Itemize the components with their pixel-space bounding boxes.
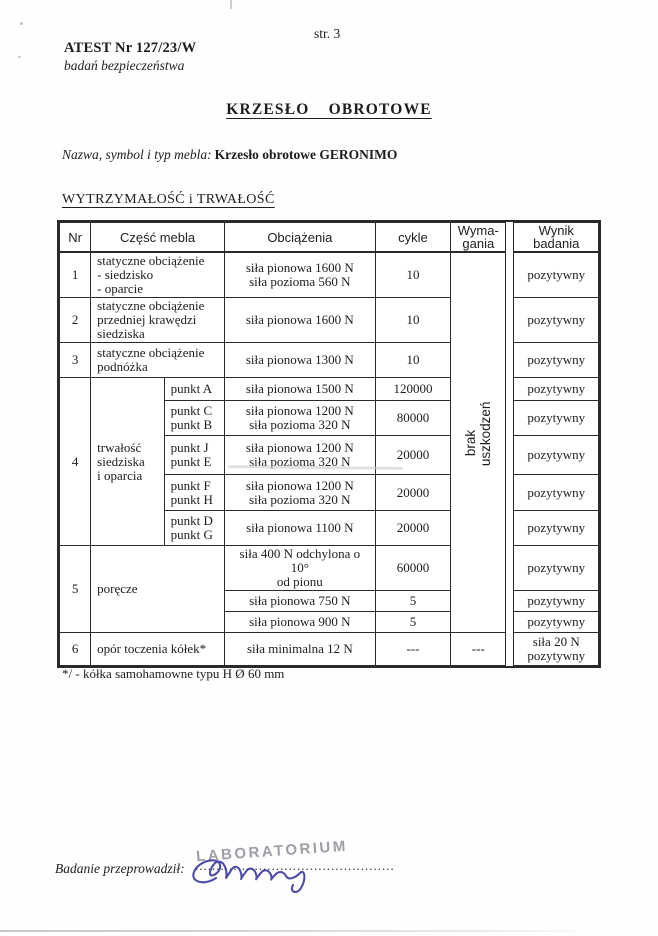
cell-nr: 3 xyxy=(58,342,92,378)
column-gap xyxy=(505,222,514,666)
cell-wynik: pozytywny xyxy=(513,545,599,591)
signature-scribble xyxy=(192,859,306,894)
header-czesc-mebla: Część mebla xyxy=(90,222,225,253)
table-row: punkt D punkt G siła pionowa 1100 N 2000… xyxy=(60,510,599,546)
furniture-name-label: Nazwa, symbol i typ mebla: xyxy=(62,147,212,162)
cell-cykle: 20000 xyxy=(374,474,452,511)
cell-cykle: 60000 xyxy=(374,545,452,591)
cell-obciazenia: siła pionowa 1200 N siła pozioma 320 N xyxy=(223,400,376,436)
table-row: 2 statyczne obciążenie przedniej krawędz… xyxy=(58,297,599,343)
cell-nr: 4 xyxy=(58,377,92,546)
scan-artifact-dot xyxy=(20,22,23,25)
wymagania-rotated-text: brak uszkodzeń xyxy=(463,401,494,466)
table-header-row: Nr Część mebla Obciążenia cykle Wyma- ga… xyxy=(58,222,599,666)
section-title: WYTRZYMAŁOŚĆ i TRWAŁOŚĆ xyxy=(62,192,275,207)
document-title: KRZESŁO OBROTOWE xyxy=(226,101,432,118)
cell-wymagania: --- xyxy=(450,632,507,666)
cell-cykle: 5 xyxy=(374,590,452,612)
cell-wynik: pozytywny xyxy=(513,611,599,633)
cell-obciazenia: siła pionowa 1100 N xyxy=(223,510,376,546)
cell-punkt: punkt C punkt B xyxy=(163,400,225,436)
cell-cykle: 5 xyxy=(374,611,452,633)
cell-cykle: 120000 xyxy=(374,377,452,401)
conducted-by-label: Badanie przeprowadził: xyxy=(55,861,185,876)
cell-cykle: --- xyxy=(374,632,452,666)
cell-wynik: pozytywny xyxy=(513,435,599,475)
table-row: 5 poręcze siła 400 N odchylona o 10° od … xyxy=(58,545,599,633)
header-cykle: cykle xyxy=(374,222,452,253)
scan-artifact-top-tick xyxy=(230,0,232,9)
cell-cykle: 10 xyxy=(374,342,452,378)
cell-wynik: pozytywny xyxy=(513,377,599,401)
header-nr: Nr xyxy=(58,222,92,253)
table-row: siła pionowa 900 N 5 pozytywny xyxy=(60,611,599,633)
cell-cykle: 20000 xyxy=(374,510,452,546)
cell-wynik: pozytywny xyxy=(513,400,599,436)
cell-obciazenia: siła pionowa 1500 N xyxy=(223,377,376,401)
cell-nr: 6 xyxy=(58,632,92,666)
furniture-name-line: Nazwa, symbol i typ mebla: Krzesło obroto… xyxy=(62,147,397,163)
cell-punkt: punkt A xyxy=(163,377,225,401)
signature-dotted-line: ........................................… xyxy=(195,858,395,873)
atest-number: ATEST Nr 127/23/W xyxy=(64,40,197,56)
results-table: Nr Część mebla Obciążenia cykle Wyma- ga… xyxy=(57,220,601,668)
cell-cykle: 80000 xyxy=(374,400,452,436)
cell-obciazenia: siła pionowa 1600 N siła pozioma 560 N xyxy=(223,251,376,298)
cell-wymagania-merged: brak uszkodzeń xyxy=(450,251,507,633)
cell-obciazenia: siła pionowa 1200 N siła pozioma 320 N xyxy=(223,474,376,511)
cell-punkt: punkt F punkt H xyxy=(163,474,225,511)
cell-wynik: pozytywny xyxy=(513,251,599,298)
cell-obciazenia: siła pionowa 900 N xyxy=(223,611,376,633)
cell-czesc: statyczne obciążenie podnóżka xyxy=(90,342,225,378)
footnote: */ - kółka samohamowne typu H Ø 60 mm xyxy=(62,666,285,681)
cell-wynik: pozytywny xyxy=(513,590,599,612)
cell-wynik: pozytywny xyxy=(513,342,599,378)
table-row: 6 opór toczenia kółek* siła minimalna 12… xyxy=(58,632,599,666)
cell-nr: 1 xyxy=(58,251,92,298)
cell-czesc: poręcze xyxy=(90,545,225,633)
cell-punkt: punkt D punkt G xyxy=(163,510,225,546)
cell-czesc: statyczne obciążenie - siedzisko - oparc… xyxy=(90,251,225,298)
header-wynik-badania: Wynik badania xyxy=(513,222,599,253)
cell-obciazenia: siła pionowa 1600 N xyxy=(223,297,376,343)
cell-czesc: opór toczenia kółek* xyxy=(90,632,225,666)
header-obciazenia: Obciążenia xyxy=(223,222,376,253)
cell-czesc: statyczne obciążenie przedniej krawędzi … xyxy=(90,297,225,343)
cell-obciazenia: siła minimalna 12 N xyxy=(223,632,376,666)
cell-wynik: pozytywny xyxy=(513,510,599,546)
table-row: 4 trwałość siedziska i oparcia punkt A s… xyxy=(58,377,599,546)
cell-nr: 5 xyxy=(58,545,92,633)
cell-wynik: pozytywny xyxy=(513,297,599,343)
cell-obciazenia: siła 400 N odchylona o 10° od pionu xyxy=(223,545,376,591)
table-row: 1 statyczne obciążenie - siedzisko - opa… xyxy=(58,251,599,633)
furniture-name-value: Krzesło obrotowe GERONIMO xyxy=(214,147,398,162)
table-row: punkt C punkt B siła pionowa 1200 N siła… xyxy=(60,400,599,436)
cell-nr: 2 xyxy=(58,297,92,343)
cell-punkt: punkt J punkt E xyxy=(163,435,225,475)
atest-subtitle: badań bezpieczeństwa xyxy=(64,58,185,73)
scan-artifact-dot xyxy=(18,56,21,58)
cell-wynik: pozytywny xyxy=(513,474,599,511)
cell-obciazenia: siła pionowa 1300 N xyxy=(223,342,376,378)
cell-obciazenia: siła pionowa 750 N xyxy=(223,590,376,612)
cell-cykle: 10 xyxy=(374,251,452,298)
page-number: str. 3 xyxy=(314,26,341,41)
cell-czesc: trwałość siedziska i oparcia xyxy=(90,377,165,546)
table-row: 3 statyczne obciążenie podnóżka siła pio… xyxy=(58,342,599,378)
cell-wynik: siła 20 N pozytywny xyxy=(513,632,599,666)
header-wymagania: Wyma- gania xyxy=(450,222,507,253)
scan-artifact-bottom-edge xyxy=(0,930,600,932)
cell-cykle: 10 xyxy=(374,297,452,343)
